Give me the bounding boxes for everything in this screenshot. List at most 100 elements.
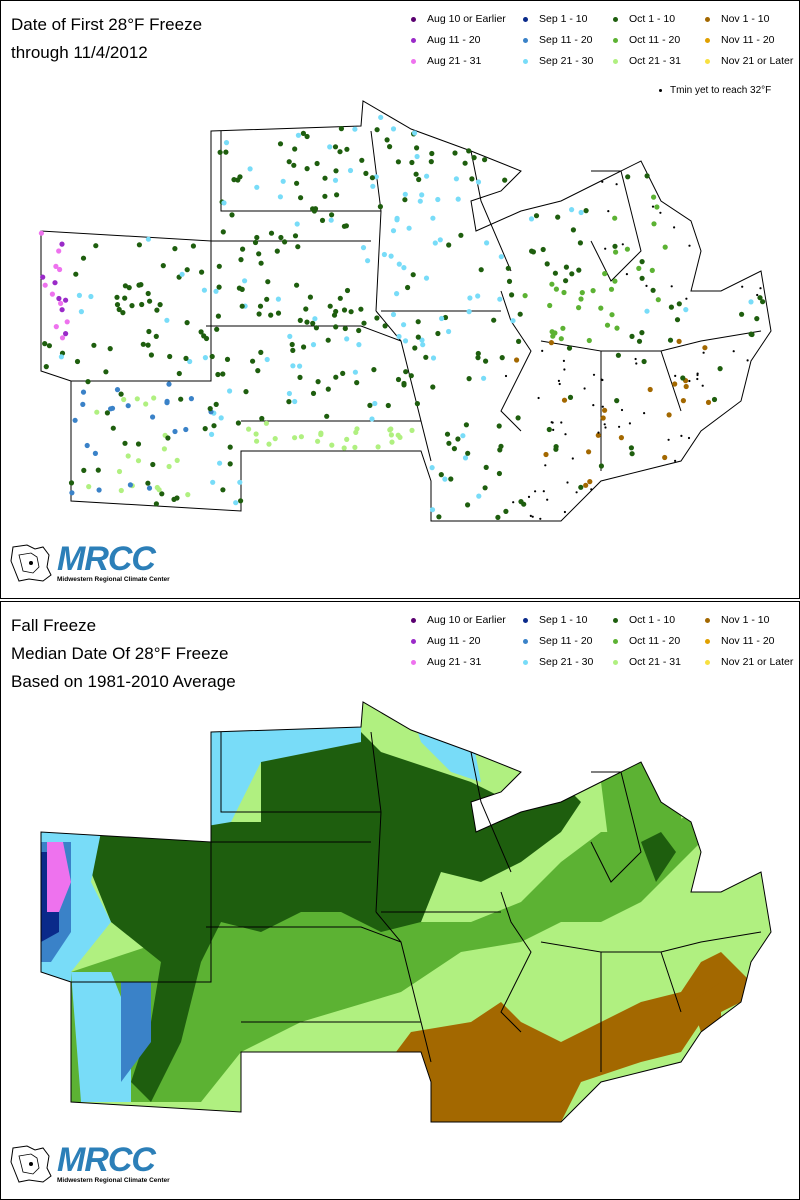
station-dot xyxy=(550,421,553,424)
station-dot xyxy=(107,346,113,352)
station-dot xyxy=(587,479,593,485)
station-dot xyxy=(629,451,635,457)
station-dot xyxy=(235,177,241,183)
station-dot xyxy=(561,289,567,296)
station-dot xyxy=(539,517,542,520)
station-dot xyxy=(444,431,451,437)
station-dot xyxy=(757,295,763,301)
station-dot xyxy=(402,197,408,203)
station-dot xyxy=(235,420,241,426)
legend-label: Aug 10 or Earlier xyxy=(427,13,506,25)
legend-label: Sep 21 - 30 xyxy=(539,656,594,668)
station-dot xyxy=(348,309,354,315)
station-dot xyxy=(145,236,151,242)
station-dot xyxy=(338,126,344,132)
station-dot xyxy=(644,173,650,179)
station-dot xyxy=(509,292,515,298)
legend-label: Oct 1 - 10 xyxy=(629,614,676,626)
station-dot xyxy=(453,176,459,182)
station-dot xyxy=(333,374,339,380)
station-dot xyxy=(236,285,242,291)
station-dot xyxy=(243,389,249,395)
station-dot xyxy=(544,464,547,467)
station-dot xyxy=(415,319,421,325)
station-dot xyxy=(88,293,94,300)
station-dot xyxy=(409,159,415,166)
legend-swatch-icon xyxy=(705,659,710,665)
legend-label: Aug 11 - 20 xyxy=(427,635,481,647)
station-dot xyxy=(356,327,362,334)
legend-swatch-icon xyxy=(411,37,416,43)
station-dot xyxy=(435,196,441,203)
station-dot xyxy=(256,311,262,317)
station-dot xyxy=(482,485,488,491)
station-dot xyxy=(625,273,629,276)
zone-oct-11-20 xyxy=(71,812,701,1102)
midwest-map-icon xyxy=(10,1145,52,1183)
state-border xyxy=(500,290,532,432)
state-border xyxy=(370,731,382,913)
station-dot xyxy=(651,194,657,200)
station-dot xyxy=(198,329,204,335)
station-dot xyxy=(553,444,559,450)
station-dot xyxy=(304,133,310,140)
station-dot xyxy=(541,349,544,352)
station-dot xyxy=(601,378,604,382)
station-dot xyxy=(56,295,62,302)
station-dot xyxy=(381,251,387,258)
station-dot xyxy=(295,244,301,250)
station-dot xyxy=(227,461,233,467)
station-dot xyxy=(388,432,394,438)
station-dot xyxy=(560,421,563,424)
station-dot xyxy=(592,404,595,407)
station-dot xyxy=(138,282,144,288)
station-dot xyxy=(702,345,708,351)
station-dot xyxy=(275,296,281,302)
station-dot xyxy=(647,386,653,393)
station-dot xyxy=(297,363,303,369)
station-dot xyxy=(465,502,471,508)
station-dot xyxy=(506,278,513,284)
zone-sep-21-30-colorado xyxy=(71,972,131,1102)
station-dot xyxy=(298,195,304,201)
freeze-legend: Aug 10 or Earlier Sep 1 - 10 Oct 1 - 10 Nov… xyxy=(411,614,796,668)
station-dot xyxy=(220,229,226,235)
legend-item: Nov 21 or Later xyxy=(705,55,795,67)
station-dot xyxy=(239,303,245,309)
station-dot xyxy=(361,320,367,326)
station-dot xyxy=(57,266,63,273)
station-dot xyxy=(430,355,437,361)
station-dot xyxy=(183,355,189,361)
station-dot xyxy=(662,244,668,250)
station-dot xyxy=(93,243,99,249)
station-dot xyxy=(612,215,618,221)
station-dot xyxy=(604,247,607,250)
station-dot xyxy=(114,294,120,300)
station-dot xyxy=(614,398,620,404)
station-dot xyxy=(389,439,395,445)
station-dot xyxy=(227,388,233,394)
station-dot xyxy=(109,405,116,411)
station-dot xyxy=(307,294,313,300)
station-dot xyxy=(85,379,91,385)
station-dot xyxy=(612,278,618,284)
station-dot xyxy=(563,510,567,514)
station-dot xyxy=(662,454,668,461)
station-dot xyxy=(417,198,423,204)
station-dot xyxy=(217,149,223,155)
station-dot xyxy=(414,153,420,160)
station-dot xyxy=(161,446,167,452)
station-dot xyxy=(254,438,260,444)
legend-swatch-icon xyxy=(411,638,416,644)
station-dot xyxy=(563,278,569,284)
station-dot xyxy=(676,301,682,307)
map-title: Date of First 28°F Freeze xyxy=(11,15,203,34)
station-dot xyxy=(451,446,457,452)
station-dot xyxy=(408,373,414,379)
median-freeze-panel: Fall Freeze Median Date Of 28°F Freeze B… xyxy=(0,601,800,1200)
station-dot xyxy=(564,433,567,436)
station-dot xyxy=(370,183,376,189)
zone-nov-1-10-ohio xyxy=(691,982,721,1032)
station-dot xyxy=(56,248,62,254)
station-dot xyxy=(139,301,145,308)
